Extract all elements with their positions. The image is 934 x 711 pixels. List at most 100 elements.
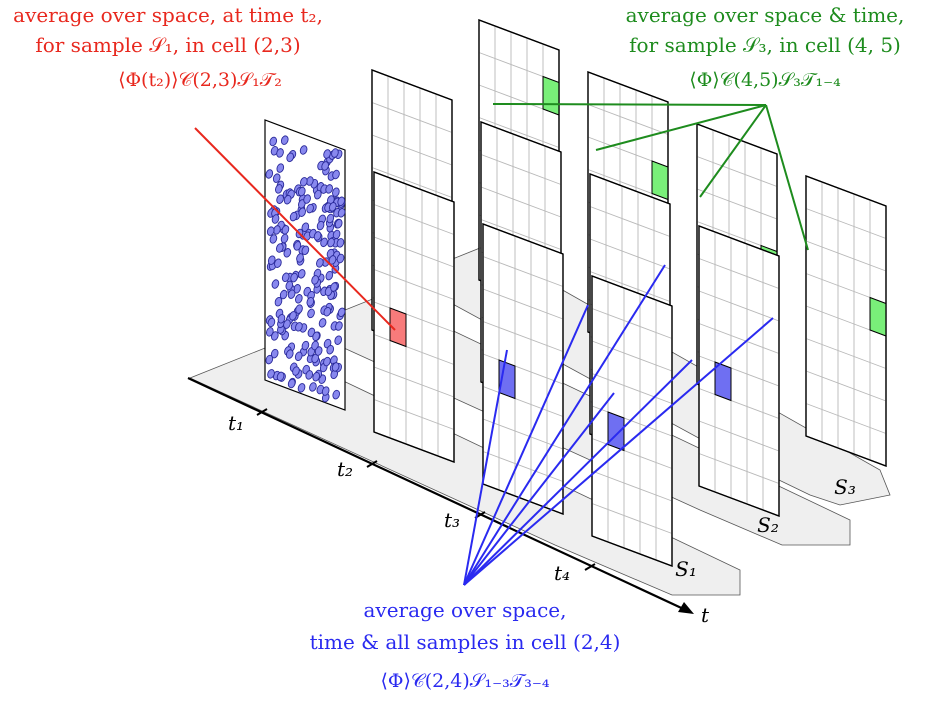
particle [320,237,328,248]
particle [324,286,333,297]
particle [274,296,283,307]
particle [337,208,346,218]
particle [316,258,324,268]
grid-line [482,386,564,417]
particle [276,371,285,382]
particle [295,304,303,314]
particle [296,253,304,263]
particle [267,255,276,265]
particle [297,383,306,393]
green-connector-3 [699,104,767,198]
grid-line [371,134,453,166]
particle [334,219,343,229]
grid-line [591,340,673,372]
grid-line [478,117,560,148]
particle [269,136,278,147]
particle [326,213,335,224]
particle [321,386,330,396]
grid-line [698,290,780,322]
particle [323,307,332,317]
grid-line [696,156,778,187]
particle [289,311,297,321]
particle [301,222,310,232]
particle [329,202,337,212]
grid-line [591,503,673,534]
time-tick-2 [366,460,378,468]
particle [266,226,275,236]
grid-line [373,236,455,268]
grid-line [698,388,780,419]
particle [314,189,322,200]
particle [303,194,311,204]
particle [275,184,283,194]
grid-line [589,238,671,270]
grid-line [371,167,453,198]
particle [265,169,274,179]
blue-connector-5 [463,359,693,586]
particle [280,233,289,244]
particle [297,186,306,197]
sample-label-s3: S₃ [834,475,856,499]
particle [287,378,296,389]
grid-line [587,104,669,135]
particle [312,372,321,382]
grid-line [698,420,780,452]
particle [326,345,335,355]
panel-s1-t4-border [591,275,673,567]
particle [283,248,292,258]
panel-s1-t1 [264,119,346,411]
grid-line [591,438,673,469]
particle [332,187,340,197]
panel-s1-t2-highlight-cell [389,307,407,348]
particle [306,297,315,307]
particle [331,148,339,158]
particle [307,308,315,319]
particle [272,173,281,183]
particle [336,238,345,248]
grid-line [482,256,564,287]
panel-s3-t4-highlight-cell [869,296,887,337]
particle [299,145,308,155]
grid-line [482,288,564,320]
sample-label-s1: S₁ [675,557,697,581]
panel-s2-t4 [698,225,780,517]
grid-line [482,418,564,450]
panel-s1-t2-border [373,171,455,463]
grid-line [805,208,887,239]
green-connector-2 [595,104,767,151]
particle [271,214,280,224]
particle [337,307,346,318]
grid-line [805,370,887,402]
grid-line [480,154,562,185]
sample-label-s2: S₂ [757,513,779,537]
grid-line [373,204,455,235]
green-annotation-formula: ⟨Φ⟩𝒞(4,5)𝒮₃𝒯₁₋₄ [689,69,841,91]
connector-lines [194,103,809,586]
particle [275,243,284,253]
time-tick-4 [584,563,596,571]
particle [336,253,345,264]
red-annotation-line1: average over space, at time t₂, [13,3,323,27]
particle [269,234,278,244]
particle [274,258,282,268]
particle [277,314,286,324]
particle [276,194,284,204]
grid-line [805,338,887,369]
particle [301,245,310,256]
particle [287,289,296,299]
particle [332,389,341,400]
panel-s2-t4-highlight-cell [714,361,732,402]
particle [330,282,338,292]
grid-line [589,271,671,302]
blue-annotation-line1: average over space, [363,598,566,622]
labels: average over space, at time t₂, for samp… [13,3,904,692]
particle [331,362,340,372]
particle [295,322,303,332]
panel-s1-t4-highlight-cell [607,411,625,452]
green-connector-1 [492,103,767,106]
particle [337,196,346,207]
grid-line [698,453,780,484]
particle [321,161,329,171]
time-tick-1 [256,408,268,416]
